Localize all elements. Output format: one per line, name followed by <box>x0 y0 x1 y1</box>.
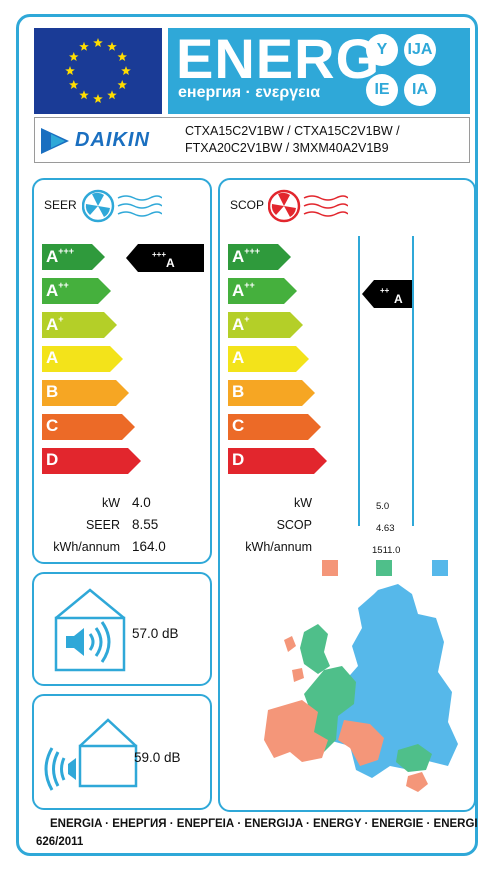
eu-star-icon <box>79 90 89 100</box>
scop-class-label: A <box>232 348 245 367</box>
seer-class-label: B <box>46 382 59 401</box>
outdoor-noise-panel: 59.0 dB <box>32 694 212 810</box>
seer-class-bar: C <box>42 414 136 440</box>
seer-kw-label: kW <box>101 496 120 510</box>
seer-class-label: C <box>46 416 59 435</box>
scop-class-label: A++ <box>232 280 255 300</box>
energ-word: ENERG <box>176 27 381 90</box>
scop-class-letter: A <box>394 292 403 306</box>
seer-class-bar: A+++ <box>42 244 106 270</box>
indoor-noise-value: 57.0 dB <box>132 626 179 641</box>
label-frame <box>16 14 478 856</box>
seer-class-label: A+ <box>46 314 64 334</box>
scop-class-label: D <box>232 450 245 469</box>
eu-star-icon <box>93 94 103 103</box>
eu-star-icon <box>107 41 117 51</box>
europe-climate-map <box>264 584 458 792</box>
scop-panel: SCOP A+++ A++ A+ A B C D A ++ kW SCOP kWh/annum… <box>218 178 476 812</box>
scop-class-bar: A++ <box>228 278 298 304</box>
eu-flag <box>34 28 162 114</box>
seer-kw-value: 4.0 <box>132 495 151 510</box>
seer-seer-label: SEER <box>85 518 120 532</box>
seer-class-bar: B <box>42 380 130 406</box>
outdoor-noise-value: 59.0 dB <box>134 750 181 765</box>
footer-energy-words: ENERGIA · ЕНЕРГИЯ · ΕΝΕΡΓΕΙΑ · ENERGIJA … <box>50 818 478 830</box>
lang-badge-ie: IE <box>366 74 398 106</box>
eu-star-icon <box>121 66 131 75</box>
seer-class-sup: +++ <box>152 250 167 259</box>
seer-kwh-value: 164.0 <box>132 539 166 554</box>
scop-class-label: A+ <box>232 314 250 334</box>
climate-warmer-swatch <box>322 560 338 576</box>
scop-column-divider <box>358 236 360 526</box>
scop-column-divider <box>412 236 414 526</box>
seer-kwh-label: kWh/annum <box>53 540 120 554</box>
eu-star-icon <box>117 52 127 61</box>
scop-class-label: B <box>232 382 245 401</box>
eu-star-icon <box>107 90 117 100</box>
lang-badge-y: Y <box>366 34 398 66</box>
eu-stars-icon <box>65 38 131 103</box>
scop-class-bar: A+++ <box>228 244 292 270</box>
model-line-1: CTXA15C2V1BW / CTXA15C2V1BW / <box>185 124 400 138</box>
seer-panel: SEER A+++ A++ A+ A B C D A +++ kW SEER kWh/annu… <box>32 178 212 564</box>
indoor-noise-panel: 57.0 dB <box>32 572 212 686</box>
supplier-box: DAIKIN CTXA15C2V1BW / CTXA15C2V1BW / FTX… <box>34 117 470 163</box>
eu-star-icon <box>65 66 75 75</box>
brand-name: DAIKIN <box>75 129 150 151</box>
climate-colder-swatch <box>432 560 448 576</box>
eu-star-icon <box>93 38 103 47</box>
eu-star-icon <box>69 52 79 61</box>
model-line-2: FTXA20C2V1BW / 3MXM40A2V1B9 <box>185 141 389 155</box>
scop-kwh-label: kWh/annum <box>245 540 312 554</box>
scop-scop-label: SCOP <box>276 518 312 532</box>
seer-class-bar: A <box>42 346 124 372</box>
scop-kw-label: kW <box>293 496 312 510</box>
scop-class-bar: C <box>228 414 322 440</box>
outdoor-unit-noise-icon <box>44 718 138 791</box>
scop-class-bar: B <box>228 380 316 406</box>
seer-title: SEER <box>44 198 77 212</box>
eu-star-icon <box>69 80 79 89</box>
scop-class-label: A+++ <box>232 246 261 266</box>
lang-badge-ia: IA <box>404 74 436 106</box>
scop-class-bar: A+ <box>228 312 304 338</box>
climate-average-swatch <box>376 560 392 576</box>
scop-class-bar: D <box>228 448 328 474</box>
seer-class-bar: A++ <box>42 278 112 304</box>
daikin-logo-icon <box>41 128 69 154</box>
seer-class-label: D <box>46 450 59 469</box>
scop-scop-value: 4.63 <box>376 523 395 534</box>
energ-subtitle: енергия · ενεργεια <box>178 84 321 101</box>
scop-kw-value: 5.0 <box>376 501 390 512</box>
seer-class-label: A <box>46 348 59 367</box>
seer-class-bar: D <box>42 448 142 474</box>
eu-star-icon <box>117 80 127 89</box>
scop-title: SCOP <box>230 198 265 212</box>
lang-badge-ija: IJA <box>404 34 436 66</box>
indoor-unit-noise-icon <box>54 588 126 672</box>
footer-regulation: 626/2011 <box>36 836 84 848</box>
seer-seer-value: 8.55 <box>132 517 159 532</box>
scop-kwh-value: 1511.0 <box>372 545 401 556</box>
seer-class-label: A+++ <box>46 246 75 266</box>
cooling-fan-icon <box>82 189 162 223</box>
energy-header: ENERG енергия · ενεργεια Y IJA IE IA <box>168 27 470 114</box>
seer-class-arrow: A +++ <box>126 244 204 272</box>
eu-star-icon <box>79 41 89 51</box>
scop-class-sup: ++ <box>380 286 390 295</box>
seer-class-bar: A+ <box>42 312 118 338</box>
seer-class-label: A++ <box>46 280 69 300</box>
seer-class-letter: A <box>166 256 175 270</box>
heating-fan-icon <box>268 189 348 223</box>
scop-class-bar: A <box>228 346 310 372</box>
scop-class-label: C <box>232 416 245 435</box>
scop-class-arrow: A ++ <box>362 280 412 308</box>
